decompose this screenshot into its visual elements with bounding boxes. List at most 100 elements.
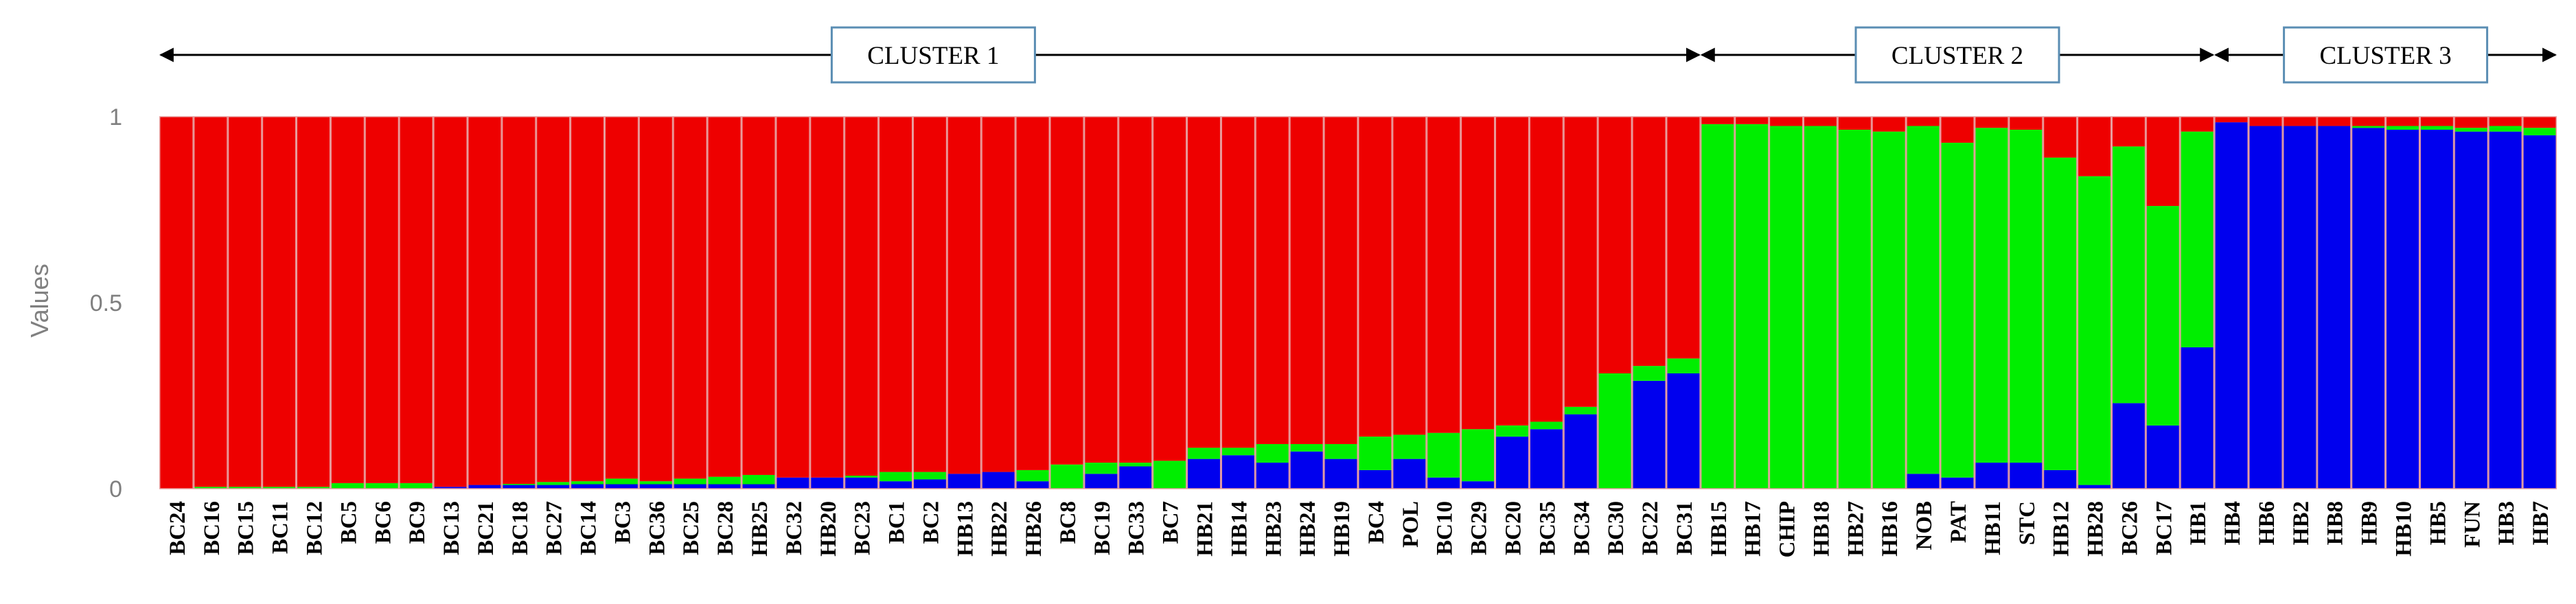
bar-segment-green-hb28	[2077, 176, 2112, 485]
bar-outline-bc8	[1050, 116, 1084, 489]
x-tick-label-hb6: HB6	[2255, 501, 2279, 545]
bar-segment-green-bc17	[2146, 206, 2181, 426]
bar-segment-blue-hb11	[1974, 463, 2009, 489]
bar-outline-chip	[1769, 116, 1804, 489]
bar-segment-blue-bc29	[1460, 481, 1495, 489]
x-tick-label-bc25: BC25	[679, 501, 704, 555]
bar-outline-bc10	[1426, 116, 1461, 489]
bar-segment-red-bc18	[501, 117, 536, 484]
x-tick-label-hb16: HB16	[1878, 501, 1902, 557]
bar-segment-green-hb14	[1221, 448, 1256, 456]
bar-segment-blue-hb8	[2316, 126, 2351, 489]
bar-outline-hb4	[2214, 116, 2249, 489]
x-tick-label-bc11: BC11	[268, 501, 293, 554]
bar-segment-green-bc29	[1460, 429, 1495, 482]
x-tick-label-bc26: BC26	[2117, 501, 2142, 555]
bar-segment-red-bc19	[1083, 117, 1118, 463]
x-tick-label-hb2: HB2	[2289, 501, 2314, 545]
bar-segment-red-bc29	[1460, 117, 1495, 430]
cluster-label-3: CLUSTER 3	[2319, 42, 2451, 70]
bar-segment-blue-nob	[1906, 474, 1941, 489]
bar-outline-hb8	[2316, 116, 2351, 489]
cluster-label-1: CLUSTER 1	[867, 42, 999, 70]
bar-segment-green-hb1	[2180, 131, 2215, 348]
bar-segment-blue-pol	[1392, 458, 1427, 489]
cluster-annotations: CLUSTER 1 CLUSTER 2 CLUSTER 3	[159, 26, 2557, 84]
x-tick-label-bc27: BC27	[542, 501, 567, 555]
bar-outline-hb11	[1974, 116, 2009, 489]
x-tick-label-bc5: BC5	[336, 501, 361, 544]
bar-segment-red-hb12	[2043, 117, 2078, 158]
bar-segment-blue-bc31	[1666, 373, 1701, 489]
bar-outline-hb3	[2488, 116, 2523, 489]
bar-segment-green-bc34	[1563, 406, 1598, 415]
x-tick-label-hb24: HB24	[1296, 501, 1320, 557]
bar-segment-green-hb21	[1186, 448, 1221, 459]
bar-segment-green-hb18	[1803, 126, 1838, 489]
cluster-box-1	[830, 26, 1036, 84]
bar-segment-red-bc26	[2111, 117, 2146, 147]
x-tick-label-hb5: HB5	[2426, 501, 2450, 545]
bar-segment-blue-fun	[2454, 131, 2489, 489]
bar-segment-green-bc18	[501, 483, 536, 485]
bar-segment-blue-hb24	[1289, 451, 1324, 489]
bar-outline-bc17	[2146, 116, 2181, 489]
bar-segment-blue-stc	[2008, 463, 2043, 489]
x-tick-label-hb17: HB17	[1741, 501, 1766, 557]
bar-outline-hb27	[1837, 116, 1872, 489]
bar-segment-red-bc1	[878, 117, 913, 472]
bar-outline-bc11	[262, 116, 297, 489]
bar-segment-green-bc16	[193, 487, 228, 489]
bar-outline-bc22	[1632, 116, 1666, 489]
stacked-bars	[159, 116, 2557, 489]
x-tick-label-bc6: BC6	[371, 501, 395, 544]
bar-segment-blue-bc10	[1426, 477, 1461, 489]
x-tick-label-bc17: BC17	[2152, 501, 2176, 555]
bar-outline-hb5	[2419, 116, 2454, 489]
bar-outline-bc7	[1152, 116, 1187, 489]
x-tick-label-hb18: HB18	[1809, 501, 1834, 557]
bar-segment-red-bc6	[365, 117, 400, 483]
bar-segment-red-hb8	[2316, 117, 2351, 126]
bar-segment-blue-hb10	[2385, 129, 2420, 489]
bar-segment-blue-hb26	[1015, 481, 1050, 489]
bar-segment-red-hb7	[2522, 117, 2557, 128]
bar-segment-blue-hb12	[2043, 469, 2078, 489]
bar-outline-hb15	[1700, 116, 1735, 489]
bar-outline-nob	[1906, 116, 1941, 489]
bar-segment-green-pol	[1392, 434, 1427, 459]
bar-segment-red-bc20	[1495, 117, 1530, 426]
bar-outline-bc4	[1358, 116, 1392, 489]
x-tick-label-hb8: HB8	[2323, 501, 2348, 545]
x-tick-label-hb22: HB22	[987, 501, 1012, 557]
x-tick-label-bc24: BC24	[165, 501, 190, 555]
bar-outline-bc16	[193, 116, 228, 489]
bar-segment-green-hb16	[1872, 131, 1907, 489]
bar-segment-green-bc35	[1529, 421, 1564, 430]
bar-segment-red-bc36	[639, 117, 674, 482]
bar-segment-green-hb15	[1700, 124, 1735, 489]
x-tick-label-hb23: HB23	[1261, 501, 1286, 557]
bar-segment-red-bc5	[330, 117, 365, 483]
y-axis-label: Values	[25, 264, 54, 337]
bar-outline-bc19	[1083, 116, 1118, 489]
x-tick-label-hb11: HB11	[1981, 501, 2005, 555]
bar-segment-red-bc34	[1563, 117, 1598, 407]
x-tick-label-hb21: HB21	[1193, 501, 1218, 557]
bar-segment-red-bc30	[1598, 117, 1633, 373]
bar-segment-blue-hb6	[2249, 126, 2283, 489]
bar-segment-green-bc26	[2111, 146, 2146, 404]
bar-outline-bc18	[501, 116, 536, 489]
bar-segment-red-bc4	[1358, 117, 1392, 437]
bar-segment-red-bc2	[912, 117, 947, 472]
x-tick-label-bc19: BC19	[1090, 501, 1115, 555]
bar-segment-red-nob	[1906, 117, 1941, 126]
x-tick-label-bc8: BC8	[1056, 501, 1081, 544]
x-tick-label-bc32: BC32	[782, 501, 807, 555]
bar-outline-pat	[1940, 116, 1975, 489]
x-tick-label-bc20: BC20	[1501, 501, 1526, 555]
bar-segment-green-hb23	[1255, 443, 1290, 463]
bar-segment-red-bc31	[1666, 117, 1701, 359]
